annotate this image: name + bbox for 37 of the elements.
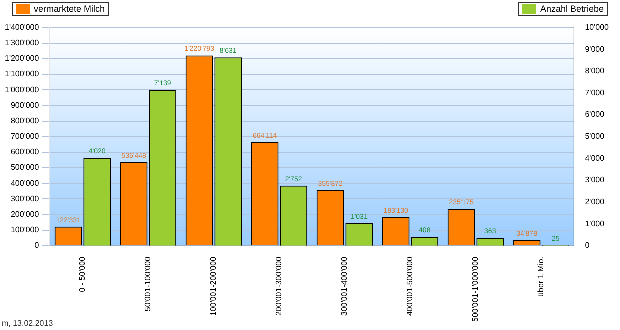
y2-tick-label: 6'000 [585, 110, 606, 120]
x-tick-label: 50'001-100'000 [144, 256, 153, 312]
x-tick-label: 500'001-1'000'000 [471, 256, 480, 322]
y2-tick-label: 1'000 [585, 219, 606, 228]
y2-tick-label: 3'000 [585, 176, 606, 185]
y-tick-label: 700'000 [10, 132, 40, 142]
x-tick-label: über 1 Mio. [536, 256, 546, 297]
y-tick-label: 1'200'000 [4, 54, 40, 64]
y2-tick-label: 5'000 [585, 132, 606, 142]
y-tick-label: 1'300'000 [4, 38, 40, 48]
x-tick-label: 0 - 50'000 [78, 256, 88, 292]
y2-tick-label: 4'000 [585, 154, 606, 163]
x-tick-label: 400'001-500'000 [406, 256, 415, 316]
y-tick-label: 1'000'000 [4, 85, 40, 94]
y-tick-label: 300'000 [10, 194, 40, 204]
x-tick-label: 100'001-200'000 [209, 256, 218, 316]
y-tick-label: 500'000 [10, 163, 40, 172]
y-tick-label: 0 [34, 241, 40, 250]
legend-label: vermarktete Milch [34, 4, 106, 14]
x-tick-label: 200'001-300'000 [274, 256, 284, 316]
y-tick-label: 100'000 [10, 226, 40, 235]
y-tick-label: 600'000 [10, 148, 40, 157]
y2-tick-label: 7'000 [585, 88, 606, 98]
text: m, 13.02.2013 [2, 319, 54, 328]
y2-tick-label: 10'000 [585, 23, 610, 32]
x-tick-label: 300'001-400'000 [340, 256, 350, 316]
y2-tick-label: 8'000 [585, 66, 606, 76]
y2-tick-label: 9'000 [585, 44, 606, 54]
y-tick-label: 900'000 [10, 100, 40, 110]
legend-label: Anzahl Betriebe [540, 4, 604, 14]
y-tick-label: 1'400'000 [4, 23, 40, 32]
y2-tick-label: 0 [585, 241, 590, 250]
y-tick-label: 400'000 [10, 178, 40, 188]
y-tick-label: 800'000 [10, 116, 40, 126]
y-tick-label: 200'000 [10, 210, 40, 219]
y-tick-label: 1'100'000 [4, 70, 40, 79]
y2-tick-label: 2'000 [585, 197, 606, 206]
